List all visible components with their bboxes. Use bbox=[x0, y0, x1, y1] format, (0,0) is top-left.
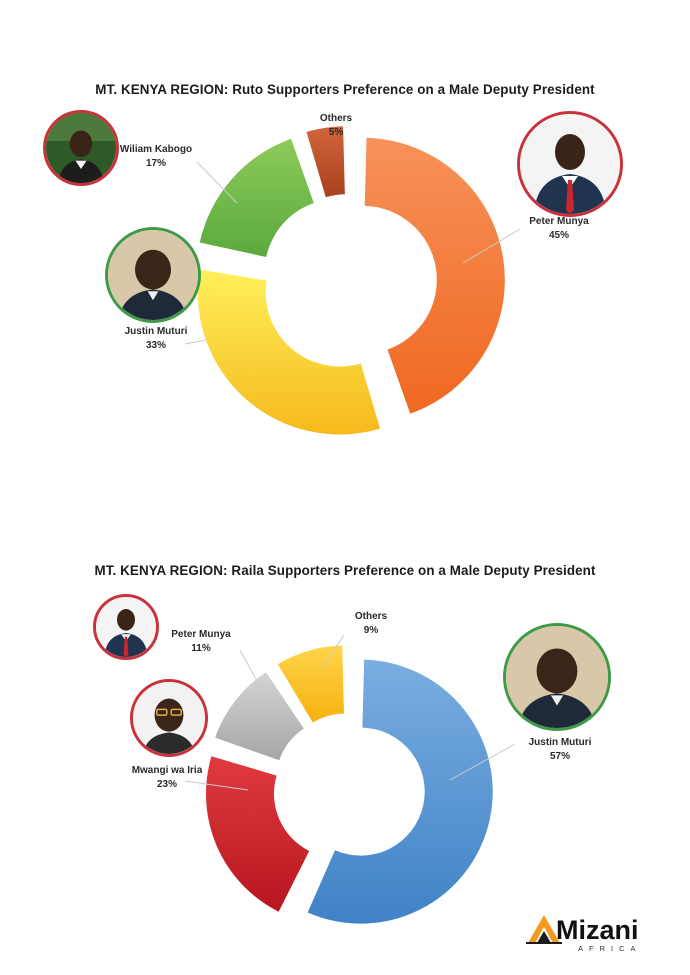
mizani-logo: Mizani AFRICA bbox=[520, 905, 660, 955]
slice-label-muturi: Justin Muturi 57% bbox=[500, 736, 620, 764]
avatar-munya-photo bbox=[517, 111, 623, 217]
slice-label-value: 45% bbox=[548, 230, 569, 241]
slice-label-name: Wiliam Kabogo bbox=[119, 144, 193, 155]
leader-line bbox=[184, 339, 207, 345]
slice-label-name: Justin Muturi bbox=[124, 326, 188, 337]
donut-slice-justin-muturi bbox=[307, 659, 493, 924]
donut-slice-justin-muturi bbox=[197, 269, 381, 435]
avatar-munya-photo bbox=[93, 594, 159, 660]
slice-label-value: 57% bbox=[549, 751, 570, 762]
avatar-mwangi-photo bbox=[130, 679, 208, 757]
slice-label-value: 33% bbox=[145, 340, 166, 351]
avatar-muturi-photo bbox=[105, 227, 201, 323]
slice-label-name: Justin Muturi bbox=[528, 737, 592, 748]
slice-label-name: Peter Munya bbox=[529, 216, 589, 227]
leader-line bbox=[462, 228, 521, 264]
slice-label-value: 5% bbox=[328, 127, 344, 138]
donut-slice-others bbox=[306, 126, 345, 198]
slice-label-name: Peter Munya bbox=[171, 629, 231, 640]
leader-line bbox=[239, 649, 263, 691]
slice-label-name: Mwangi wa Iria bbox=[131, 765, 203, 776]
donut-slice-peter-munya bbox=[364, 137, 505, 414]
leader-line bbox=[184, 780, 249, 791]
brand-sub: AFRICA bbox=[578, 944, 642, 953]
mizani-logo-mark bbox=[526, 915, 562, 944]
slice-label-value: 11% bbox=[191, 643, 211, 654]
avatar-muturi-photo bbox=[503, 623, 611, 731]
avatar-kabogo-photo bbox=[43, 110, 119, 186]
chart-title: MT. KENYA REGION: Ruto Supporters Prefer… bbox=[95, 82, 595, 97]
slice-label-kabogo: Wiliam Kabogo 17% bbox=[96, 143, 216, 171]
slice-label-value: 17% bbox=[145, 158, 166, 169]
brand-name: Mizani bbox=[556, 915, 639, 945]
leader-line bbox=[321, 634, 345, 669]
slice-label-name: Others bbox=[319, 113, 353, 124]
slice-label-others: Others 9% bbox=[311, 610, 431, 638]
slice-label-others: Others 5% bbox=[276, 112, 396, 140]
slice-label-mwangi: Mwangi wa Iria 23% bbox=[107, 764, 227, 792]
slice-label-name: Others bbox=[354, 611, 388, 622]
donut-slice-mwangi-wa-iria bbox=[205, 756, 310, 912]
leader-line bbox=[196, 161, 238, 204]
slice-label-munya: Peter Munya 11% bbox=[141, 628, 261, 656]
slice-label-value: 23% bbox=[156, 779, 177, 790]
donut-slice-others bbox=[277, 645, 344, 723]
slice-label-value: 9% bbox=[363, 625, 379, 636]
slice-label-munya: Peter Munya 45% bbox=[499, 215, 619, 243]
donut-slice-wiliam-kabogo bbox=[199, 138, 314, 257]
donut-slice-peter-munya bbox=[215, 672, 304, 761]
leader-line bbox=[449, 743, 516, 781]
chart-title: MT. KENYA REGION: Raila Supporters Prefe… bbox=[94, 563, 596, 578]
slice-label-muturi: Justin Muturi 33% bbox=[96, 325, 216, 353]
